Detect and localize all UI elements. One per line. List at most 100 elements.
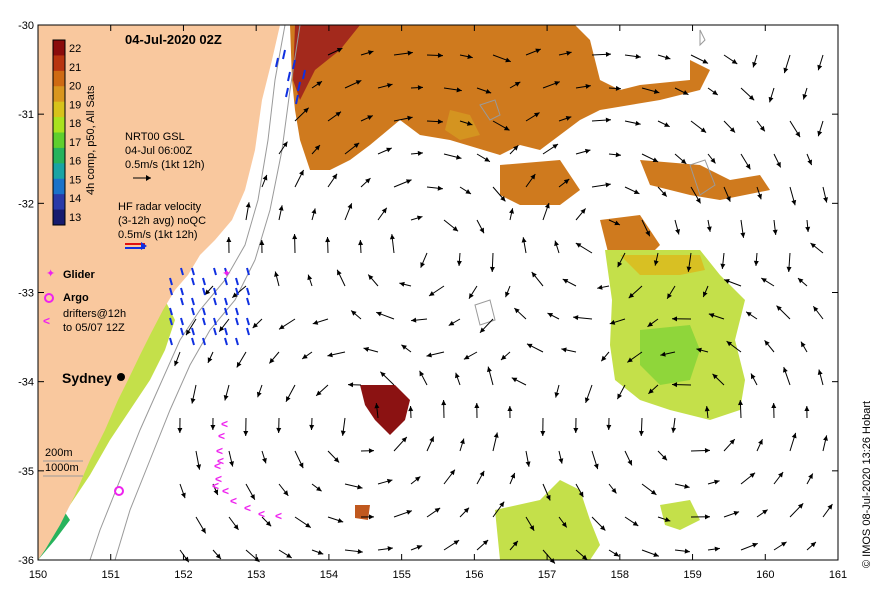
hf-vector [202, 317, 206, 326]
argo-icon [44, 293, 54, 303]
current-arrowhead [762, 509, 768, 515]
current-arrowhead [513, 145, 519, 151]
current-arrowhead [776, 161, 781, 168]
current-arrowhead [474, 403, 480, 409]
current-arrowhead [759, 125, 765, 132]
hf-vector [246, 317, 250, 326]
hf-vector [180, 297, 184, 306]
drifter-chevron: < [215, 472, 222, 486]
current-arrowhead [563, 179, 570, 185]
hf-vector [202, 307, 206, 316]
current-arrowhead [753, 260, 759, 266]
current-arrowhead [386, 147, 392, 153]
current-arrowhead [311, 208, 317, 214]
current-arrowhead [686, 266, 692, 272]
current-arrowhead [638, 430, 644, 436]
current-arrowhead [265, 520, 272, 527]
current-arrowhead [207, 357, 213, 363]
current-arrowhead [381, 207, 387, 214]
current-arrowhead [593, 463, 599, 470]
current-arrowhead [605, 117, 611, 123]
current-arrowhead [259, 240, 265, 246]
current-arrowhead [772, 229, 778, 235]
current-arrowhead [514, 81, 521, 87]
current-arrowhead [357, 549, 363, 554]
current-arrowhead [752, 542, 758, 548]
current-arrowhead [213, 489, 219, 496]
current-arrowhead [544, 203, 550, 209]
hf-vector [224, 337, 228, 346]
current-arrowhead [702, 291, 708, 298]
sst-eddy-core [360, 385, 410, 435]
current-arrowhead [613, 551, 620, 557]
current-arrowhead [531, 271, 537, 278]
current-arrowhead [600, 525, 606, 531]
drifter-chevron: < [218, 429, 225, 443]
hf-vector [235, 277, 239, 286]
colorbar-tick-label: 20 [69, 81, 81, 93]
current-arrowhead [204, 289, 211, 295]
current-arrowhead [309, 424, 315, 430]
current-arrowhead [484, 156, 490, 162]
land-mass [38, 25, 280, 560]
current-arrowhead [729, 127, 736, 133]
sst-patch-c [640, 160, 770, 200]
hf-vector [180, 287, 184, 296]
current-arrowhead [781, 541, 787, 547]
current-arrowhead [503, 125, 510, 131]
current-arrowhead [647, 321, 654, 327]
hf-radar-vectors [169, 49, 306, 346]
current-arrowhead [307, 274, 313, 281]
current-arrowhead [648, 388, 654, 394]
current-arrowhead [278, 205, 284, 211]
argo-float-marker [114, 486, 124, 496]
colorbar-swatch [53, 178, 65, 195]
current-arrowhead [817, 369, 823, 375]
sst-patch-b [500, 160, 580, 205]
hf-vector [213, 267, 217, 276]
hf-vector [295, 94, 299, 105]
current-arrowhead [746, 311, 752, 317]
legend-hf-line2: (3-12h avg) noQC [118, 215, 206, 227]
current-arrowhead [680, 158, 687, 164]
current-arrowhead [627, 459, 632, 466]
current-arrowhead [283, 490, 289, 496]
current-arrowhead [411, 317, 417, 323]
current-arrowhead [456, 260, 462, 266]
current-arrowhead [585, 83, 591, 89]
current-arrowhead [441, 400, 447, 406]
current-arrowhead [758, 439, 763, 445]
legend-drifters-line1: drifters@12h [63, 308, 126, 320]
current-arrowhead [740, 232, 746, 238]
current-arrowhead [426, 352, 432, 358]
hf-vector [224, 267, 228, 276]
sst-patch-e [355, 505, 370, 520]
current-arrowhead [795, 131, 801, 138]
y-tick-label: -30 [18, 20, 34, 32]
current-arrowhead [232, 292, 238, 298]
hf-vector [169, 307, 173, 316]
hf-vector [292, 59, 296, 70]
current-arrowhead [791, 199, 797, 206]
hf-vector [202, 277, 206, 286]
current-arrowhead [407, 50, 413, 56]
x-tick-label: 160 [756, 569, 774, 581]
current-arrowhead [581, 554, 588, 560]
current-arrowhead [573, 427, 579, 433]
current-arrowhead [653, 552, 659, 557]
current-arrowhead [700, 127, 707, 133]
y-tick-label: -33 [18, 288, 34, 300]
current-arrowhead [466, 120, 473, 126]
sst-patch-a [445, 110, 480, 140]
current-arrowhead [336, 48, 343, 53]
hf-vector [282, 49, 286, 60]
current-arrowhead [807, 159, 812, 166]
map-title: 04-Jul-2020 02Z [125, 32, 222, 47]
hf-vector [224, 297, 228, 306]
colorbar-swatch [53, 147, 65, 164]
sst-green-south [495, 480, 600, 560]
current-arrowhead [558, 458, 564, 464]
current-arrowhead [416, 545, 423, 550]
hf-vector [285, 87, 289, 98]
